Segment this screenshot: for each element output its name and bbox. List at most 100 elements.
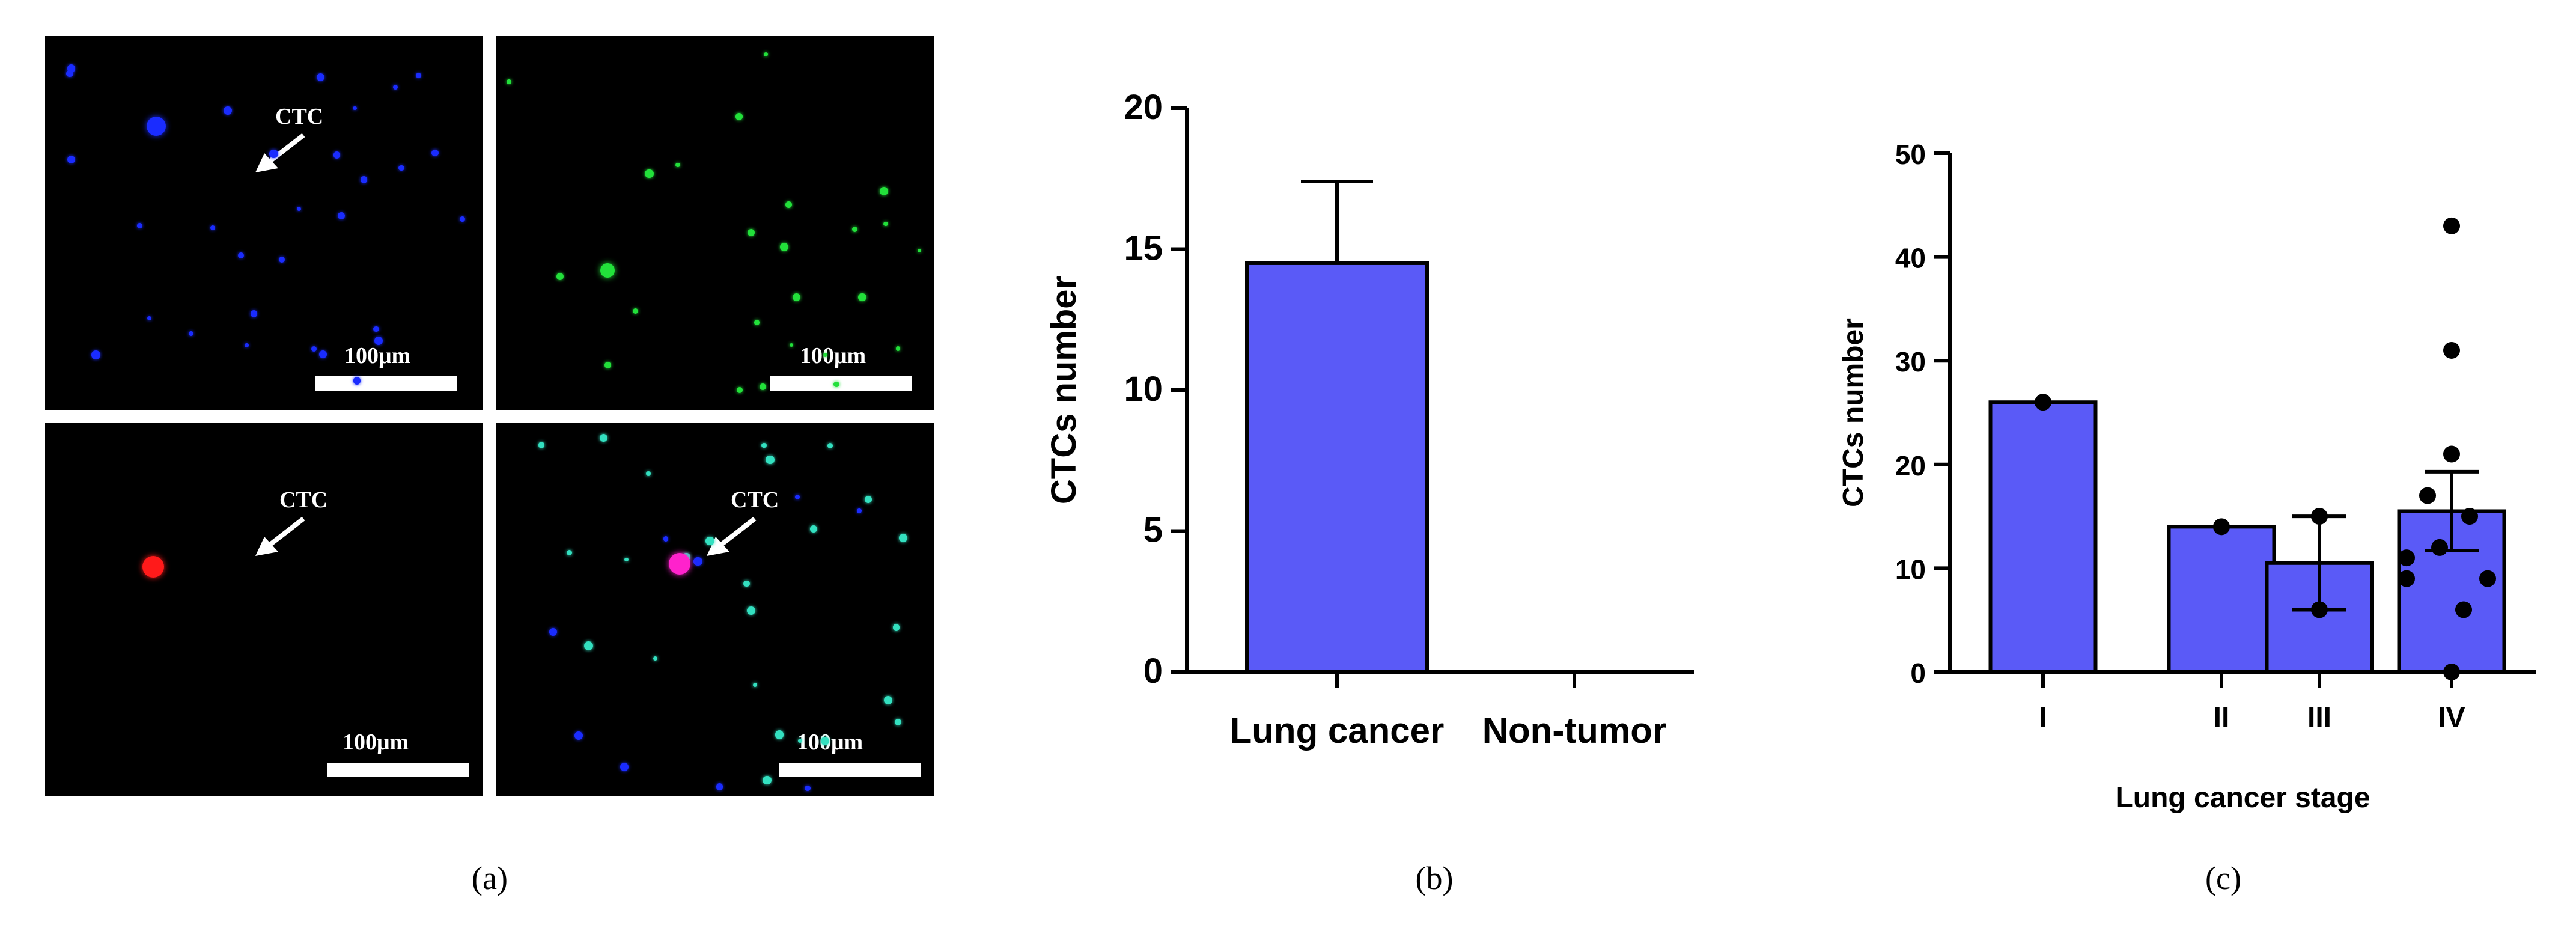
cell — [827, 442, 833, 448]
cell — [556, 273, 564, 281]
cell — [752, 682, 757, 687]
cell — [644, 169, 654, 179]
data-point — [2398, 549, 2415, 567]
cell — [792, 293, 800, 302]
cell — [311, 346, 317, 352]
cell — [507, 79, 511, 84]
cell — [851, 226, 858, 233]
y-tick-label: 5 — [1143, 511, 1163, 550]
bar — [1988, 400, 2098, 674]
cell — [821, 736, 830, 745]
cell — [675, 163, 680, 168]
y-tick-label: 20 — [1895, 450, 1926, 481]
cell — [823, 353, 827, 357]
data-point — [2398, 570, 2415, 587]
cell — [917, 248, 922, 253]
cell — [224, 106, 233, 115]
x-axis-label: Lung cancer stage — [2115, 782, 2370, 814]
cell — [899, 534, 908, 543]
x-tick-label: IV — [2438, 702, 2465, 734]
cell — [883, 221, 888, 227]
data-point — [2213, 518, 2230, 536]
cell — [663, 536, 669, 542]
ctc-cell — [147, 117, 166, 136]
cell — [879, 186, 888, 195]
cell — [789, 343, 794, 347]
ctc-cell — [669, 553, 690, 575]
panel-blue: CTC 100μm — [45, 36, 483, 410]
cell — [137, 223, 142, 228]
ctc-label: CTC — [731, 487, 779, 513]
cell — [764, 52, 769, 57]
cell — [600, 433, 608, 442]
cell — [269, 149, 278, 159]
caption-b: (b) — [1415, 860, 1454, 896]
scale-bar — [315, 376, 457, 391]
cell — [766, 455, 775, 465]
bar — [1245, 261, 1429, 674]
cell — [775, 730, 784, 739]
cell — [620, 763, 629, 772]
ctc-arrow — [255, 516, 305, 556]
panel-red: CTC 100μm — [45, 423, 483, 796]
scale-label: 100μm — [800, 343, 866, 368]
cell — [735, 112, 743, 120]
data-point — [2455, 601, 2472, 618]
x-tick-label: II — [2214, 702, 2230, 734]
scale-label: 100μm — [344, 343, 411, 368]
cell — [66, 70, 73, 77]
cell — [632, 308, 638, 314]
cell — [360, 176, 368, 183]
cell — [865, 496, 872, 503]
chart-ctc-lung-vs-nontumor: 0 5 10 15 20 CTCs number Lung cancer Non-tumor — [1044, 88, 1694, 751]
cell — [210, 225, 215, 230]
y-tick-label: 0 — [1910, 658, 1926, 689]
data-point — [2461, 508, 2478, 525]
scale-label: 100μm — [343, 730, 409, 755]
cell — [894, 719, 902, 726]
cell — [373, 326, 379, 332]
cell — [245, 343, 249, 347]
x-tick-label: Lung cancer — [1230, 710, 1445, 751]
cell — [317, 73, 325, 81]
cell — [785, 201, 793, 208]
cell — [810, 525, 818, 533]
cell — [459, 216, 465, 222]
cell — [833, 382, 839, 388]
y-tick-label: 30 — [1895, 346, 1926, 377]
caption-a: (a) — [472, 860, 508, 896]
cell — [693, 557, 702, 566]
cell — [353, 377, 361, 385]
y-tick-label: 20 — [1124, 88, 1163, 127]
cell — [238, 252, 245, 259]
y-tick-label: 40 — [1895, 243, 1926, 274]
data-point — [2035, 394, 2051, 411]
cell — [67, 156, 76, 164]
cell — [857, 508, 862, 513]
cell — [746, 606, 755, 615]
x-tick-label: I — [2039, 702, 2047, 734]
cell — [858, 293, 866, 302]
cell — [736, 386, 743, 393]
data-point — [2311, 508, 2328, 525]
cell — [189, 331, 193, 337]
cell — [250, 310, 258, 317]
cell — [895, 346, 900, 351]
data-point — [2419, 487, 2436, 504]
cell — [645, 471, 651, 477]
cell — [338, 212, 346, 219]
x-tick-label: Non-tumor — [1482, 710, 1667, 751]
cell — [147, 316, 151, 320]
cell — [91, 350, 100, 360]
y-axis-label: CTCs number — [1044, 276, 1083, 504]
cell — [624, 557, 629, 562]
cell — [798, 739, 803, 743]
cell — [716, 783, 723, 790]
cell — [763, 775, 772, 784]
y-tick-label: 10 — [1124, 370, 1163, 409]
cell — [296, 206, 301, 211]
scale-bar — [770, 376, 912, 391]
data-point — [2311, 601, 2328, 618]
scale-label: 100μm — [797, 730, 863, 755]
